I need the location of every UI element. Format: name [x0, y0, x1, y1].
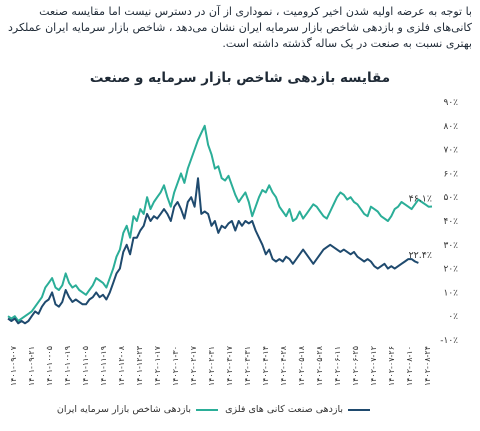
x-tick-label: ۱۴۰۱-۱۲-۲۳	[135, 345, 144, 386]
x-tick-label: ۱۴۰۲-۰۲-۳۱	[207, 346, 216, 386]
series-line-1	[7, 177, 419, 325]
legend-swatch-metal-minerals	[348, 408, 370, 411]
x-tick-label: ۱۴۰۲-۰۸-۱۰	[405, 346, 414, 386]
y-tick-label: ۷۰٪	[443, 146, 458, 156]
y-tick-label: ۹۰٪	[443, 98, 458, 108]
x-tick-label: ۱۴۰۱-۱۱-۱۹	[99, 346, 108, 386]
intro-paragraph: با توجه به عرضه اولیه شدن اخیر کرومیت ، …	[7, 5, 472, 50]
x-tick-label: ۱۴۰۲-۰۱-۱۷	[153, 345, 162, 386]
legend-item-metal-minerals: بازدهی صنعت کانی های فلزی	[225, 404, 370, 415]
x-tick-label: ۱۴۰۲-۰۸-۲۴	[423, 346, 432, 386]
end-value-label-1: ۲۲.۴٪	[409, 250, 432, 261]
legend-label-market-index: بازدهی شاخص بازار سرمایه ایران	[56, 404, 191, 415]
end-labels: ۴۶.۱٪ ۲۲.۴٪	[409, 193, 432, 260]
x-tick-label: ۱۴۰۱-۱۰-۰۵	[45, 346, 54, 386]
chart-title: مقایسه بازدهی شاخص بازار سرمایه و صنعت	[89, 70, 391, 86]
y-tick-label: ۵۰٪	[443, 193, 458, 203]
x-tick-label: ۱۴۰۲-۰۷-۲۶	[387, 346, 396, 386]
y-axis-ticks: -۱۰٪ ۰٪ ۱۰٪ ۲۰٪ ۳۰٪ ۴۰٪ ۵۰٪ ۶۰٪ ۷۰٪ ۸۰٪ ۹۰٪	[440, 98, 458, 346]
x-tick-label: ۱۴۰۱-۱۰-۱۹	[63, 346, 72, 386]
x-tick-label: ۱۴۰۲-۰۲-۱۷	[189, 345, 198, 386]
y-tick-label: ۸۰٪	[443, 122, 458, 132]
y-tick-label: ۶۰٪	[443, 169, 458, 179]
y-tick-label: ۴۰٪	[443, 217, 458, 227]
series-lines	[7, 124, 433, 325]
x-tick-label: ۱۴۰۱-۱۲-۰۸	[117, 345, 126, 386]
legend-item-market-index: بازدهی شاخص بازار سرمایه ایران	[57, 404, 218, 415]
y-tick-label: ۲۰٪	[443, 265, 458, 275]
x-tick-label: ۱۴۰۲-۰۵-۲۸	[315, 345, 324, 386]
legend: بازدهی شاخص بازار سرمایه ایران بازدهی صن…	[0, 404, 480, 418]
x-tick-label: ۱۴۰۲-۰۷-۱۲	[369, 346, 378, 386]
legend-swatch-market-index	[196, 408, 218, 411]
x-tick-label: ۱۴۰۲-۰۱-۳۰	[171, 346, 180, 386]
y-tick-label: ۳۰٪	[443, 241, 458, 251]
x-tick-label: ۱۴۰۲-۰۴-۲۸	[279, 345, 288, 386]
x-tick-label: ۱۴۰۲-۰۳-۳۱	[243, 346, 252, 386]
x-tick-label: ۱۴۰۲-۰۴-۱۴	[261, 346, 270, 386]
x-axis-ticks: ۱۴۰۱-۰۹-۰۷ ۱۴۰۱-۰۹-۲۱ ۱۴۰۱-۱۰-۰۵ ۱۴۰۱-۱۰-۱۹…	[9, 345, 432, 386]
end-value-label-0: ۴۶.۱٪	[409, 193, 432, 204]
x-tick-label: ۱۴۰۲-۰۶-۲۵	[351, 346, 360, 386]
x-tick-label: ۱۴۰۱-۰۹-۲۱	[27, 346, 36, 386]
y-tick-label: ۱۰٪	[443, 288, 458, 298]
y-tick-label: -۱۰٪	[440, 336, 458, 346]
x-tick-label: ۱۴۰۱-۱۱-۰۵	[81, 346, 90, 386]
legend-label-metal-minerals: بازدهی صنعت کانی های فلزی	[225, 404, 343, 415]
x-tick-label: ۱۴۰۲-۰۶-۱۱	[333, 346, 342, 386]
x-tick-label: ۱۴۰۲-۰۳-۱۷	[225, 345, 234, 386]
x-tick-label: ۱۴۰۲-۰۵-۱۸	[297, 345, 306, 386]
y-tick-label: ۰٪	[448, 312, 458, 322]
series-line-0	[7, 124, 433, 322]
x-tick-label: ۱۴۰۱-۰۹-۰۷	[9, 345, 18, 386]
